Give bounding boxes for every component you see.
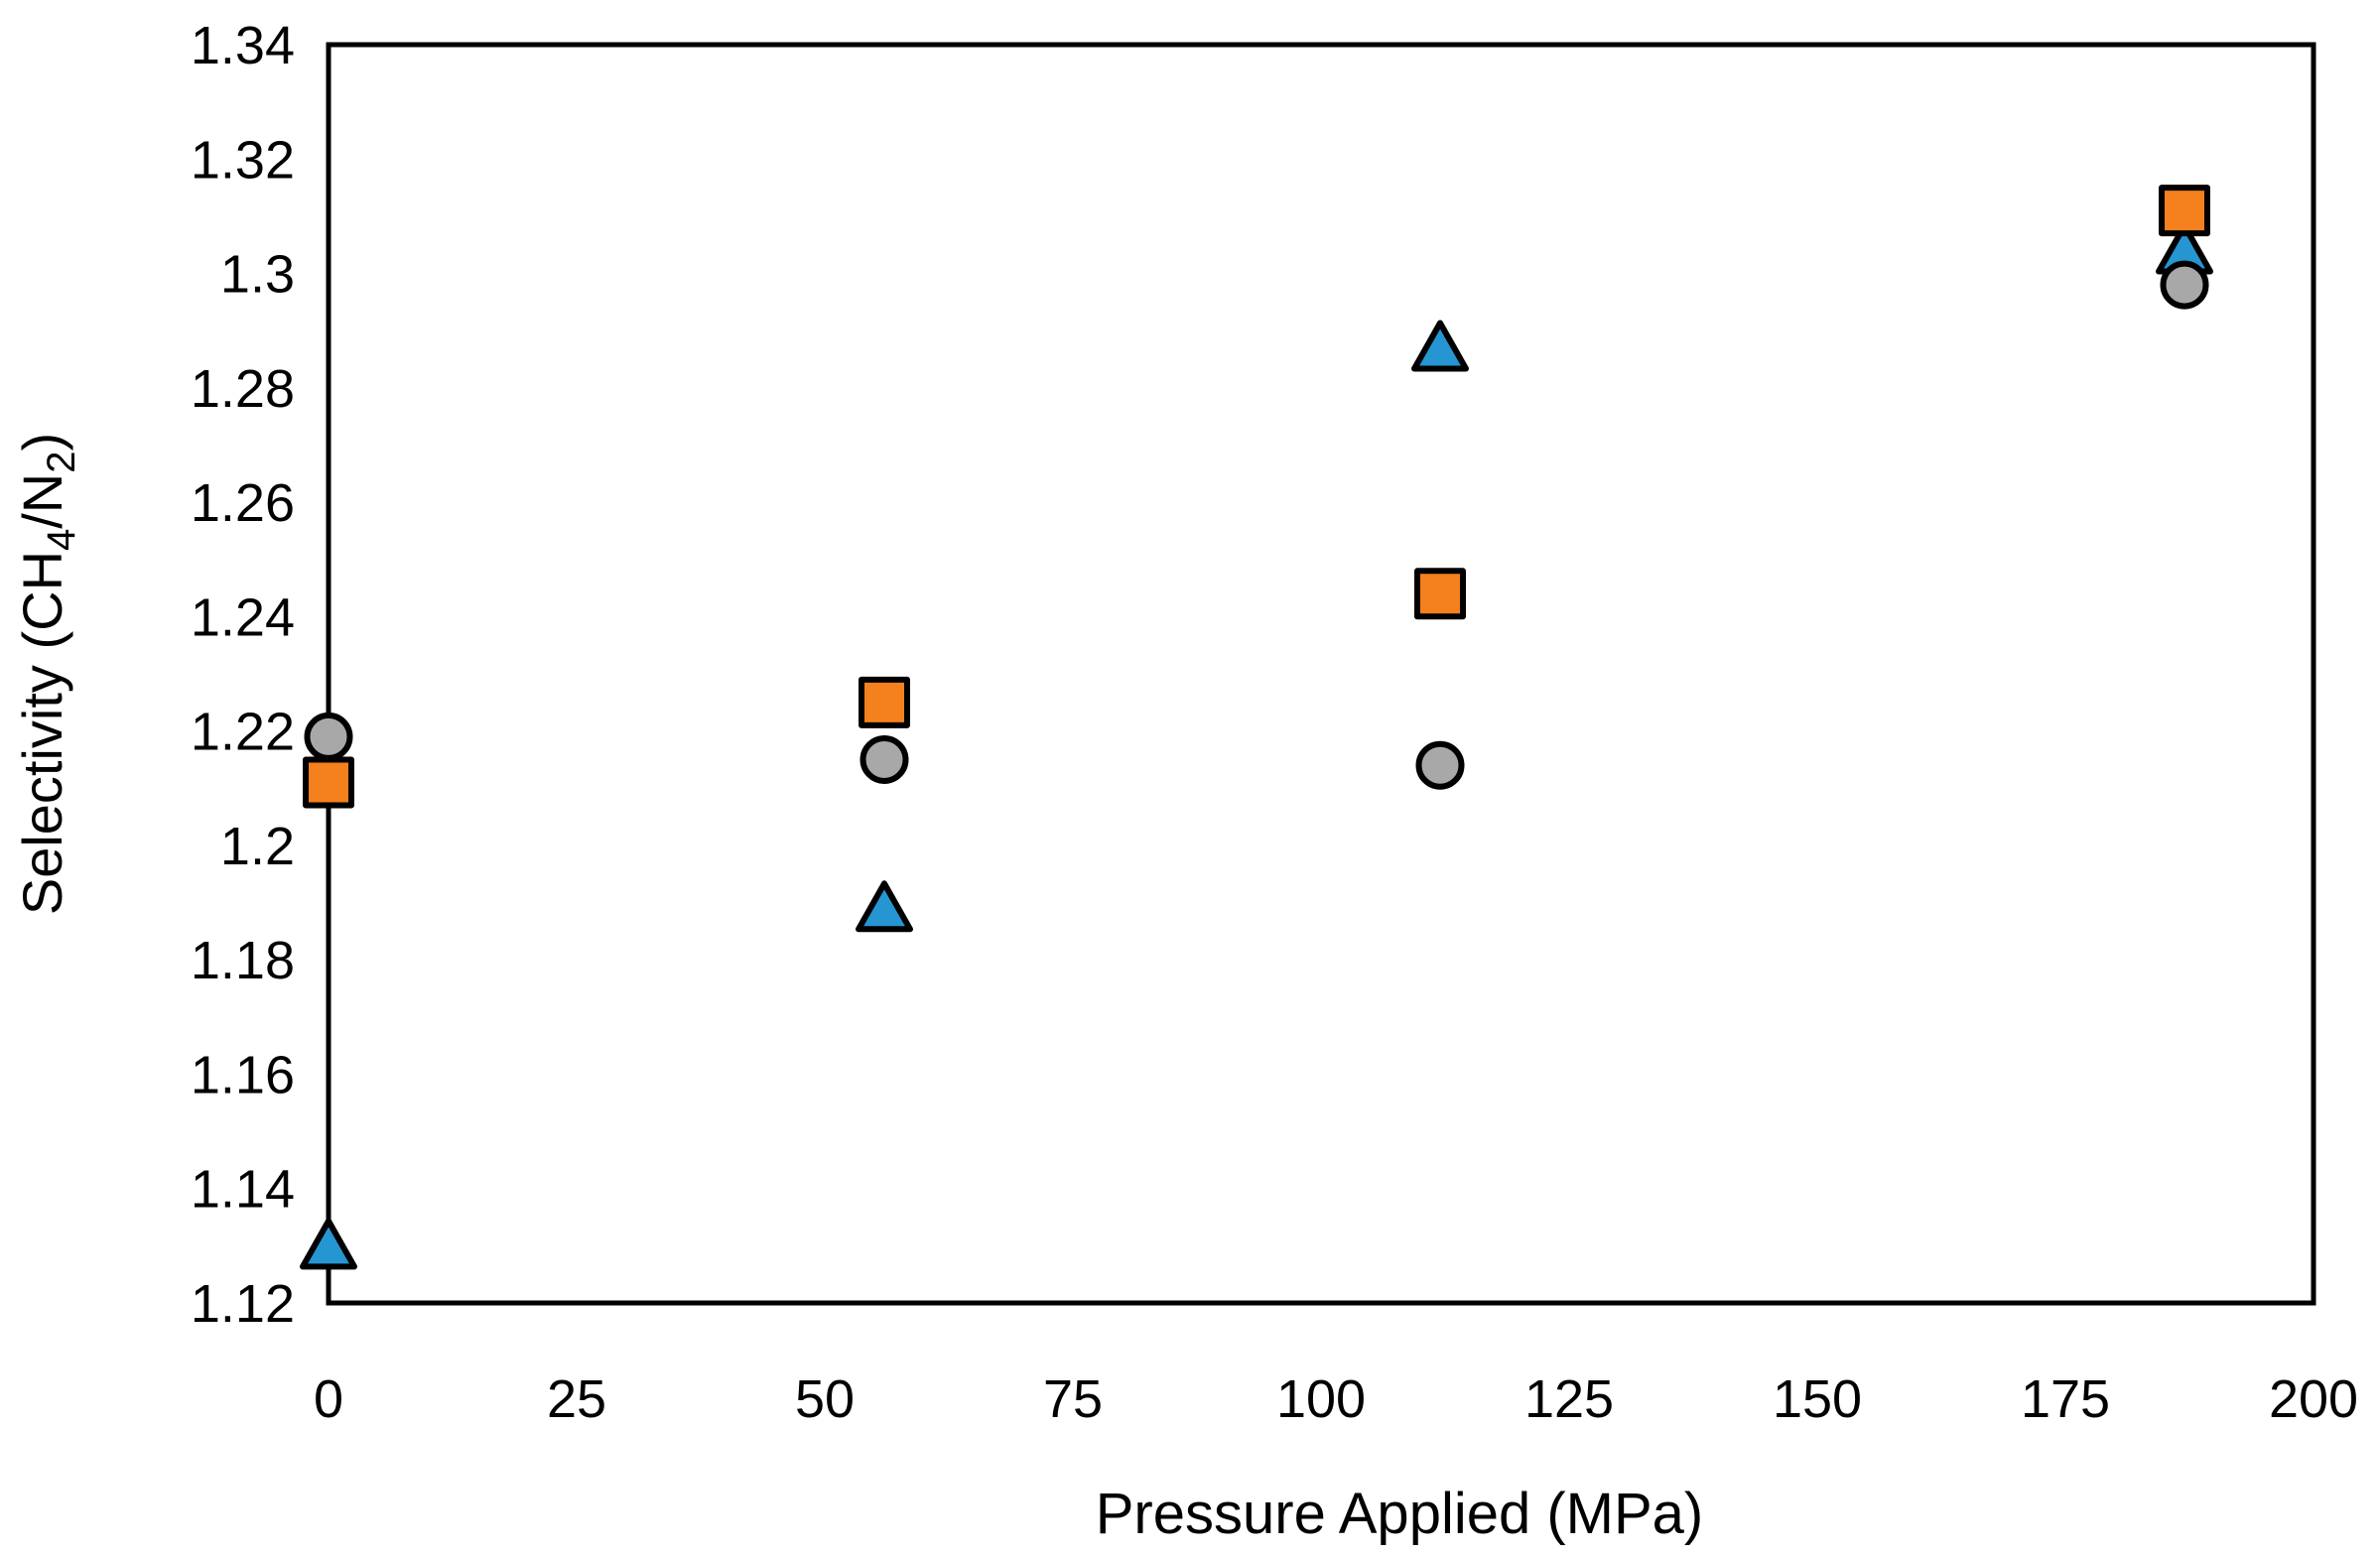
x-axis-tick-labels: 0 25 50 75 100 125 150 175 200 [314,1369,2358,1429]
x-tick-label: 175 [2021,1369,2110,1429]
y-axis-title: Selectivity (CH4/N2) [11,433,83,915]
y-tick-label: 1.28 [191,359,295,419]
x-tick-label: 50 [795,1369,855,1429]
y-tick-label: 1.12 [191,1274,295,1334]
data-point-circle [2160,260,2209,310]
x-tick-label: 200 [2269,1369,2358,1429]
x-tick-label: 150 [1773,1369,1862,1429]
x-tick-label: 100 [1276,1369,1366,1429]
x-tick-label: 125 [1524,1369,1614,1429]
circle-series [304,260,2209,790]
x-tick-label: 25 [547,1369,606,1429]
data-point-square [1414,568,1466,620]
data-point-circle [1415,740,1465,790]
data-point-square [2159,185,2210,237]
x-tick-label: 0 [314,1369,343,1429]
plot-border [326,42,2316,1306]
y-tick-label: 1.26 [191,473,295,533]
data-point-circle [304,712,353,761]
data-point-square [859,676,910,728]
y-tick-label: 1.22 [191,703,295,762]
y-tick-label: 1.2 [220,817,295,876]
data-point-triangle [300,1218,357,1270]
y-tick-label: 1.24 [191,587,295,647]
data-point-circle [859,734,909,784]
y-tick-label: 1.16 [191,1045,295,1104]
y-tick-label: 1.3 [220,245,295,305]
y-axis-tick-labels: 1.12 1.14 1.16 1.18 1.2 1.22 1.24 1.26 1.28 1.3 1.… [191,16,295,1334]
square-series [303,185,2210,809]
data-point-square [303,756,354,809]
y-tick-label: 1.14 [191,1160,295,1220]
x-tick-label: 75 [1043,1369,1103,1429]
data-point-triangle [856,880,913,933]
triangle-series [300,222,2213,1270]
y-tick-label: 1.34 [191,16,295,75]
data-point-triangle [1411,320,1469,372]
x-axis-title: Pressure Applied (MPa) [1096,1482,1703,1546]
y-tick-label: 1.32 [191,130,295,190]
y-tick-label: 1.18 [191,931,295,990]
